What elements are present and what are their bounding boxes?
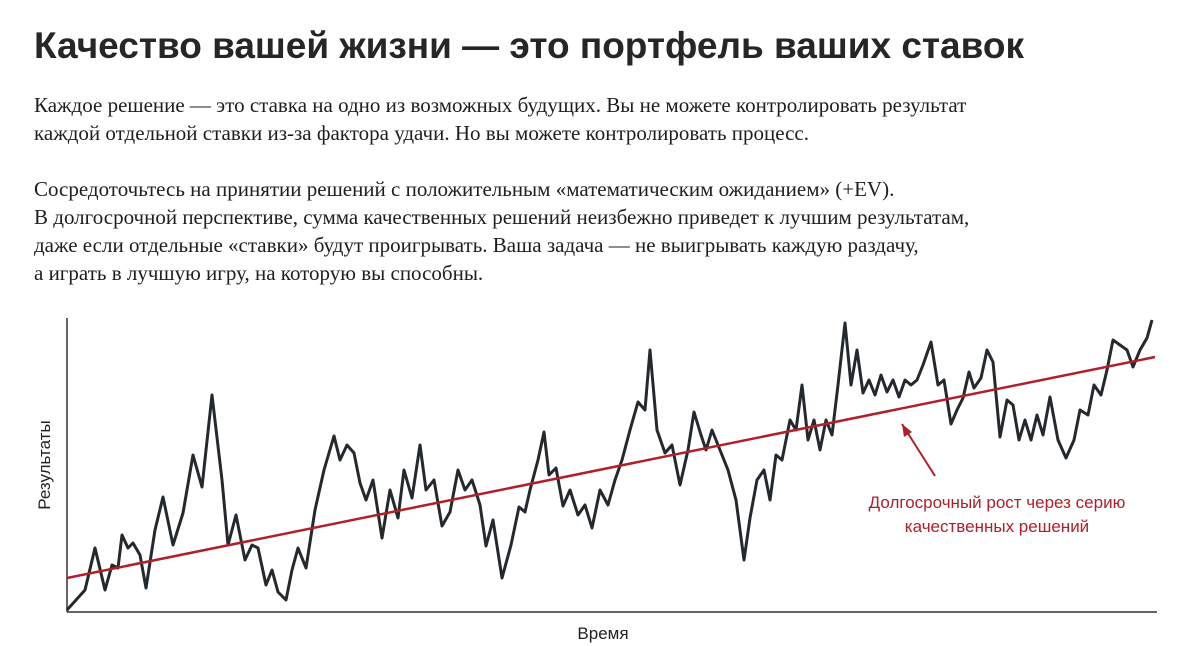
title: Качество вашей жизни — это портфель ваши… — [34, 25, 1024, 66]
y-axis-label: Результаты — [35, 420, 54, 510]
paragraph-line: даже если отдельные «ставки» будут проиг… — [34, 233, 919, 257]
data-line — [65, 319, 1154, 612]
arrow-head — [902, 424, 912, 437]
paragraph-line: каждой отдельной ставки из-за фактора уд… — [34, 121, 809, 145]
paragraph-line: Каждое решение — это ставка на одно из в… — [34, 93, 966, 117]
annotation: Долгосрочный рост через серию — [869, 493, 1126, 512]
paragraph-line: Сосредоточьтесь на принятии решений с по… — [34, 177, 894, 201]
paragraph-line: В долгосрочной перспективе, сумма качест… — [34, 205, 969, 229]
paragraph-line: а играть в лучшую игру, на которую вы сп… — [34, 261, 483, 285]
trend-line — [66, 355, 1156, 580]
annotation: качественных решений — [905, 517, 1089, 536]
x-axis-label: Время — [577, 624, 628, 643]
